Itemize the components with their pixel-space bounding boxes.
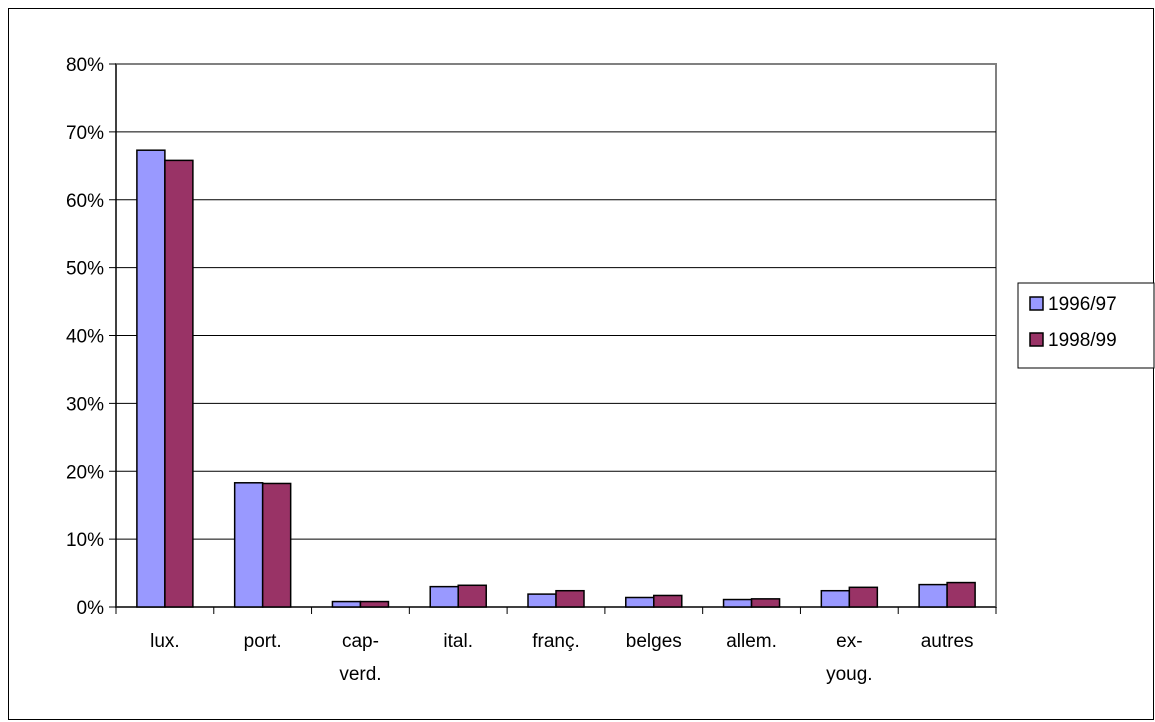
bar bbox=[750, 598, 781, 608]
legend-swatch bbox=[1029, 332, 1044, 347]
y-tick-label: 70% bbox=[66, 123, 104, 144]
bar bbox=[653, 594, 683, 608]
legend-label: 1996/97 bbox=[1048, 294, 1117, 315]
bar bbox=[555, 589, 585, 608]
legend-swatch bbox=[1029, 296, 1044, 311]
category-label: allem. bbox=[726, 631, 777, 652]
bar bbox=[331, 600, 362, 608]
bar bbox=[625, 596, 655, 608]
legend: 1996/97 1998/99 bbox=[1017, 282, 1155, 369]
y-tick-label: 10% bbox=[66, 530, 104, 551]
bar bbox=[136, 149, 166, 608]
category-label: autres bbox=[921, 631, 974, 652]
category-label: cap- bbox=[342, 631, 379, 652]
bar bbox=[946, 581, 976, 608]
bars bbox=[136, 149, 976, 608]
y-tick-label: 60% bbox=[66, 191, 104, 212]
category-label: franç. bbox=[532, 631, 580, 652]
x-axis: lux. port. cap-verd. ital. franç. belges allem… bbox=[115, 606, 997, 685]
bar bbox=[918, 583, 948, 608]
bar bbox=[164, 159, 194, 608]
y-tick-label: 0% bbox=[77, 598, 105, 619]
category-label: verd. bbox=[339, 664, 381, 685]
category-label: ital. bbox=[443, 631, 473, 652]
category-label: ex- bbox=[836, 631, 862, 652]
y-tick-label: 40% bbox=[66, 327, 104, 348]
category-label: port. bbox=[244, 631, 282, 652]
y-tick-label: 20% bbox=[66, 462, 104, 483]
legend-label: 1998/99 bbox=[1048, 330, 1117, 351]
category-label: lux. bbox=[150, 631, 180, 652]
bar bbox=[527, 593, 557, 608]
bar bbox=[233, 482, 264, 608]
bar bbox=[820, 589, 851, 608]
bar bbox=[429, 585, 459, 608]
category-label: belges bbox=[626, 631, 682, 652]
bar bbox=[457, 584, 487, 608]
bar bbox=[722, 598, 753, 608]
bar bbox=[848, 586, 879, 608]
y-tick-label: 50% bbox=[66, 259, 104, 280]
y-tick-label: 80% bbox=[66, 55, 104, 76]
category-label: youg. bbox=[826, 664, 872, 685]
y-tick-label: 30% bbox=[66, 394, 104, 415]
bar bbox=[359, 600, 390, 608]
y-axis: 0% 10% 20% 30% 40% 50% 60% 70% 80% bbox=[66, 55, 117, 619]
bar bbox=[261, 482, 292, 608]
